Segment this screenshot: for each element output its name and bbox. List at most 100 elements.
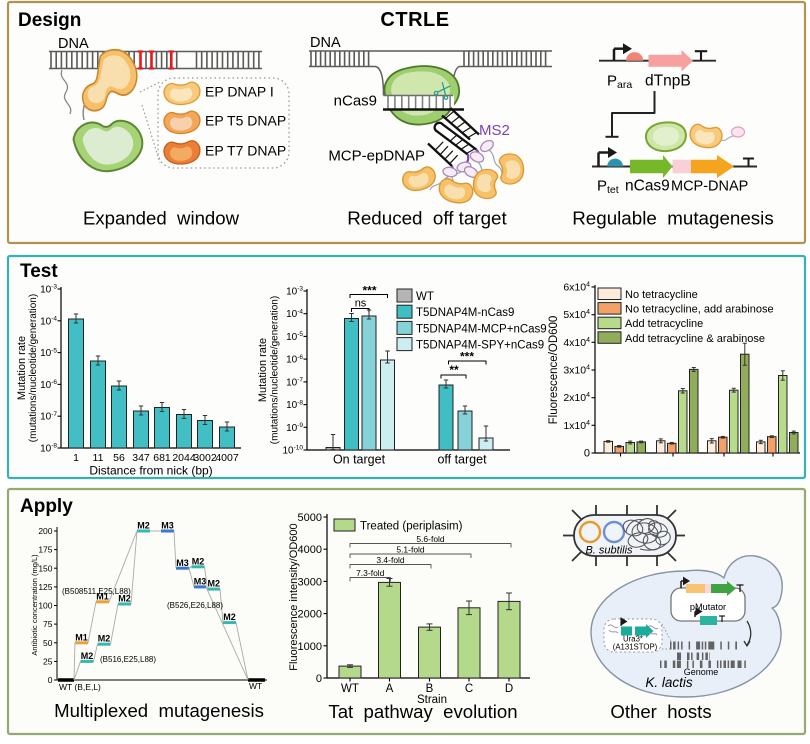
svg-text:10-10: 10-10	[282, 445, 303, 457]
svg-text:10-9: 10-9	[286, 422, 303, 434]
svg-text:Test: Test	[20, 261, 58, 282]
svg-text:5000: 5000	[298, 512, 322, 524]
svg-text:off target: off target	[437, 453, 487, 467]
svg-text:On target: On target	[333, 453, 386, 467]
svg-text:(B508511,E25,L88): (B508511,E25,L88)	[62, 587, 131, 596]
svg-text:T5DNAP4M-SPY+nCas9: T5DNAP4M-SPY+nCas9	[416, 340, 544, 352]
svg-text:Expanded window: Expanded window	[83, 208, 240, 229]
svg-text:75: 75	[43, 619, 53, 629]
svg-text:10-4: 10-4	[40, 316, 57, 328]
svg-text:T5DNAP4M-MCP+nCas9: T5DNAP4M-MCP+nCas9	[416, 323, 547, 335]
svg-text:K. lactis: K. lactis	[645, 675, 693, 690]
svg-text:Distance from nick (bp): Distance from nick (bp)	[89, 464, 212, 478]
svg-text:M1: M1	[96, 591, 109, 601]
svg-text:10-8: 10-8	[286, 399, 303, 411]
svg-text:2044: 2044	[172, 452, 196, 464]
svg-text:10-3: 10-3	[40, 284, 57, 296]
svg-text:nCas9: nCas9	[625, 178, 670, 195]
svg-text:Tat pathway evolution: Tat pathway evolution	[328, 701, 517, 722]
svg-text:681: 681	[153, 452, 171, 464]
svg-text:Regulable mutagenesis: Regulable mutagenesis	[572, 208, 774, 229]
svg-text:Multiplexed mutagenesis: Multiplexed mutagenesis	[54, 700, 264, 721]
svg-text:***: ***	[362, 284, 376, 298]
svg-text:10-6: 10-6	[40, 379, 57, 391]
svg-text:EP T7 DNAP: EP T7 DNAP	[205, 143, 286, 159]
svg-text:DNA: DNA	[58, 36, 89, 52]
svg-text:3.4-fold: 3.4-fold	[376, 555, 405, 565]
svg-text:175: 175	[38, 545, 52, 555]
svg-text:7.3-fold: 7.3-fold	[356, 568, 385, 578]
svg-text:pMutator: pMutator	[690, 602, 726, 612]
svg-text:(B516,E25,L88): (B516,E25,L88)	[100, 655, 156, 664]
svg-text:2000: 2000	[298, 609, 322, 621]
svg-text:6x104: 6x104	[563, 282, 590, 294]
svg-text:Add tetracycline: Add tetracycline	[625, 318, 703, 330]
svg-text:(mutations/nucleotide/generati: (mutations/nucleotide/generation)	[28, 294, 39, 442]
svg-text:Genome: Genome	[684, 667, 719, 677]
svg-text:56: 56	[113, 452, 125, 464]
svg-text:ns: ns	[355, 298, 367, 310]
svg-text:WT: WT	[341, 683, 359, 695]
svg-text:0: 0	[584, 448, 590, 460]
svg-text:MCP-epDNAP: MCP-epDNAP	[328, 148, 425, 165]
svg-text:D: D	[505, 683, 513, 695]
svg-text:Reduced off target: Reduced off target	[347, 208, 507, 229]
svg-text:EP T5 DNAP: EP T5 DNAP	[205, 113, 286, 129]
svg-text:3000: 3000	[298, 576, 322, 588]
svg-text:A: A	[386, 683, 394, 695]
svg-text:4007: 4007	[215, 452, 239, 464]
svg-text:10-4: 10-4	[286, 308, 303, 320]
svg-text:M2: M2	[192, 556, 205, 566]
svg-text:dTnpB: dTnpB	[645, 73, 691, 90]
svg-text:Design: Design	[18, 10, 81, 31]
svg-text:(B526,E26,L88): (B526,E26,L88)	[167, 601, 223, 610]
svg-text:Fluorescence/OD600: Fluorescence/OD600	[548, 316, 560, 425]
svg-text:100: 100	[38, 601, 52, 611]
svg-text:1x104: 1x104	[563, 420, 590, 432]
svg-text:Mutation rate: Mutation rate	[257, 338, 269, 402]
svg-text:10-7: 10-7	[40, 411, 57, 423]
svg-text:4000: 4000	[298, 544, 322, 556]
svg-text:50: 50	[43, 638, 53, 648]
svg-text:M3: M3	[161, 521, 174, 531]
svg-text:10-5: 10-5	[286, 331, 303, 343]
svg-text:M3: M3	[194, 576, 207, 586]
svg-text:B: B	[426, 683, 434, 695]
svg-text:1: 1	[73, 452, 79, 464]
svg-text:(mutations/nucleotide/generati: (mutations/nucleotide/generation)	[270, 296, 281, 444]
svg-text:nCas9: nCas9	[334, 93, 377, 110]
svg-text:M1: M1	[75, 632, 88, 642]
svg-text:200: 200	[38, 526, 52, 536]
svg-text:M2: M2	[207, 579, 220, 589]
svg-text:MCP-DNAP: MCP-DNAP	[671, 179, 748, 195]
svg-text:3x104: 3x104	[563, 365, 590, 377]
svg-text:10-6: 10-6	[286, 354, 303, 366]
svg-text:C: C	[465, 683, 473, 695]
svg-text:Treated (periplasim): Treated (periplasim)	[360, 521, 463, 533]
svg-text:Antibiotic concentration (mg/L: Antibiotic concentration (mg/L)	[30, 554, 39, 656]
svg-text:3002: 3002	[193, 452, 217, 464]
svg-text:125: 125	[38, 582, 52, 592]
svg-text:WT: WT	[249, 681, 262, 691]
svg-text:Mutation rate: Mutation rate	[16, 336, 28, 400]
svg-text:Ura3*: Ura3*	[623, 635, 643, 644]
svg-text:M2: M2	[223, 612, 236, 622]
svg-text:M2: M2	[137, 521, 150, 531]
svg-text:347: 347	[132, 452, 150, 464]
svg-text:**: **	[449, 363, 459, 377]
svg-text:M2: M2	[81, 651, 94, 661]
svg-text:5.6-fold: 5.6-fold	[416, 534, 445, 544]
svg-text:4x104: 4x104	[563, 337, 590, 349]
svg-text:M3: M3	[176, 558, 189, 568]
svg-text:No tetracycline: No tetracycline	[625, 289, 698, 301]
svg-text:M2: M2	[98, 634, 111, 644]
svg-text:5x104: 5x104	[563, 309, 590, 321]
svg-text:M2: M2	[118, 594, 131, 604]
svg-text:CTRLE: CTRLE	[380, 9, 449, 31]
svg-text:No tetracycline, add arabinose: No tetracycline, add arabinose	[625, 304, 774, 316]
svg-text:2x104: 2x104	[563, 392, 590, 404]
svg-text:10-7: 10-7	[286, 377, 303, 389]
svg-text:***: ***	[460, 350, 474, 364]
svg-text:10-3: 10-3	[286, 286, 303, 298]
svg-text:Strain: Strain	[417, 694, 447, 706]
